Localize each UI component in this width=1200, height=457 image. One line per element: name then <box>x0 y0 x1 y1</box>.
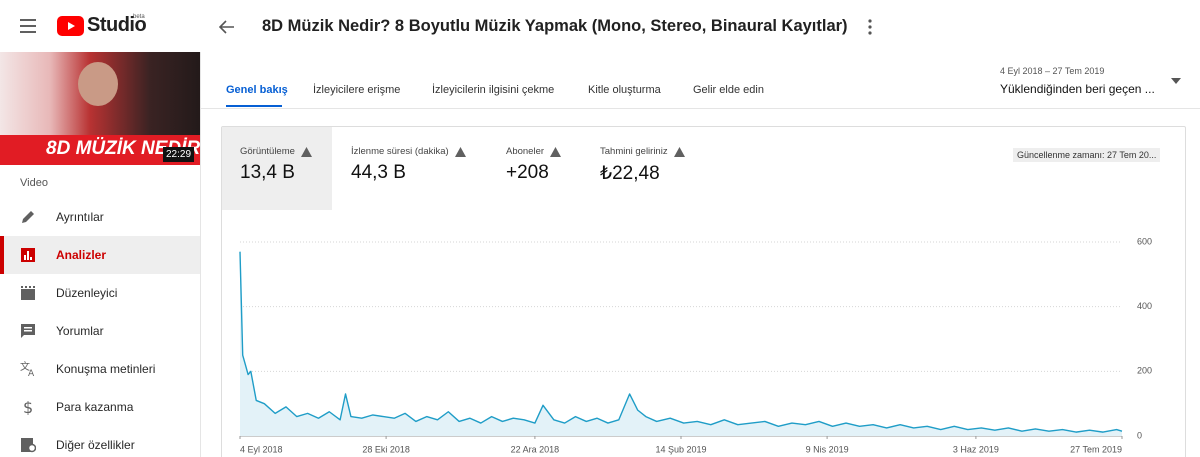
video-title: 8D Müzik Nedir? 8 Boyutlu Müzik Yapmak (… <box>262 17 848 35</box>
tab-indicator <box>226 105 282 107</box>
dropdown-caret[interactable] <box>1171 78 1181 84</box>
tab[interactable]: Genel bakış <box>226 84 288 96</box>
metric-label-text: Görüntüleme <box>240 146 295 157</box>
metric-value: +208 <box>506 162 549 183</box>
metric-label[interactable]: Görüntüleme <box>240 146 312 157</box>
metric-label-text: İzlenme süresi (dakika) <box>351 146 449 157</box>
thumbnail-text: 8D MÜZİK NEDİR? <box>46 138 200 159</box>
section-label: Video <box>20 177 48 189</box>
metric-label[interactable]: İzlenme süresi (dakika) <box>351 146 466 157</box>
metric-label-text: Aboneler <box>506 146 545 157</box>
nav-item[interactable]: Diğer özellikler <box>0 426 200 457</box>
updated-chip: Güncellenme zamanı: 27 Tem 20... <box>1013 148 1161 162</box>
tab[interactable]: İzleyicilere erişme <box>313 84 401 96</box>
tab[interactable]: Kitle oluşturma <box>588 84 661 96</box>
x-tick-label: 4 Eyl 2018 <box>240 444 283 454</box>
y-tick-label: 200 <box>1137 366 1152 376</box>
svg-text:$: $ <box>23 399 33 415</box>
icon <box>21 248 35 262</box>
beta-badge: beta <box>133 14 145 20</box>
x-tick-label: 9 Nis 2019 <box>806 444 849 454</box>
warning-icon <box>454 146 466 157</box>
overview-card <box>221 126 1186 457</box>
line <box>239 251 1123 433</box>
thumbnail-face <box>78 62 118 106</box>
x-tick-label: 14 Şub 2019 <box>655 444 706 454</box>
nav-item[interactable]: Analizler <box>0 236 200 274</box>
x-tick-label: 28 Eki 2018 <box>362 444 410 454</box>
metric-label[interactable]: Aboneler <box>506 146 562 157</box>
icon <box>21 286 35 300</box>
menu-button[interactable] <box>20 19 36 33</box>
tab[interactable]: İzleyicilerin ilgisini çekme <box>432 84 555 96</box>
metric-label-text: Tahmini geliriniz <box>600 146 668 157</box>
nav-label: Konuşma metinleri <box>56 362 156 376</box>
metric-value: ₺22,48 <box>600 163 660 184</box>
logo-text: Studio <box>87 14 147 36</box>
svg-text:文: 文 <box>20 361 30 373</box>
x-tick-label: 22 Ara 2018 <box>511 444 560 454</box>
y-tick-label: 0 <box>1137 430 1142 440</box>
youtube-logo[interactable] <box>57 16 84 36</box>
y-tick-label: 600 <box>1137 236 1152 246</box>
metric-value: 13,4 B <box>240 162 295 183</box>
date-range-label[interactable]: Yüklendiğinden beri geçen ... <box>1000 82 1155 96</box>
y-tick-label: 400 <box>1137 301 1152 311</box>
warning-icon <box>300 146 312 157</box>
svg-text:A: A <box>28 369 35 377</box>
date-range: 4 Eyl 2018 – 27 Tem 2019 <box>1000 66 1105 76</box>
nav-item[interactable]: $ Para kazanma <box>0 388 200 426</box>
warning-icon <box>673 146 685 157</box>
sidebar: 8D MÜZİK NEDİR? 22:29 Video Ayrıntılar A… <box>0 52 201 457</box>
video-duration: 22:29 <box>163 147 195 162</box>
warning-icon <box>550 146 562 157</box>
x-tick-label: 27 Tem 2019 <box>1070 444 1122 454</box>
back-button[interactable] <box>219 20 235 34</box>
icon <box>21 438 36 453</box>
metric-label[interactable]: Tahmini geliriniz <box>600 146 685 157</box>
nav-label: Yorumlar <box>56 324 104 338</box>
nav-item[interactable]: Düzenleyici <box>0 274 200 312</box>
nav-item[interactable]: Yorumlar <box>0 312 200 350</box>
icon <box>21 324 35 338</box>
nav-label: Para kazanma <box>56 400 134 414</box>
selected-metric <box>222 127 332 210</box>
nav-label: Analizler <box>56 248 107 262</box>
icon <box>22 211 34 223</box>
nav-item[interactable]: Ayrıntılar <box>0 198 200 236</box>
more-button[interactable] <box>868 19 872 35</box>
icon: $ <box>23 399 33 415</box>
x-tick-label: 3 Haz 2019 <box>953 444 999 454</box>
video-thumbnail[interactable]: 8D MÜZİK NEDİR? 22:29 <box>0 52 200 165</box>
area <box>240 251 1122 436</box>
nav-label: Düzenleyici <box>56 286 118 300</box>
divider <box>200 108 1200 109</box>
metric-value: 44,3 B <box>351 162 406 183</box>
nav-label: Ayrıntılar <box>56 210 104 224</box>
top-bar: Studio beta 8D Müzik Nedir? 8 Boyutlu Mü… <box>0 0 1200 52</box>
nav-label: Diğer özellikler <box>56 438 135 452</box>
tab[interactable]: Gelir elde edin <box>693 84 764 96</box>
icon: 文A <box>20 361 35 377</box>
